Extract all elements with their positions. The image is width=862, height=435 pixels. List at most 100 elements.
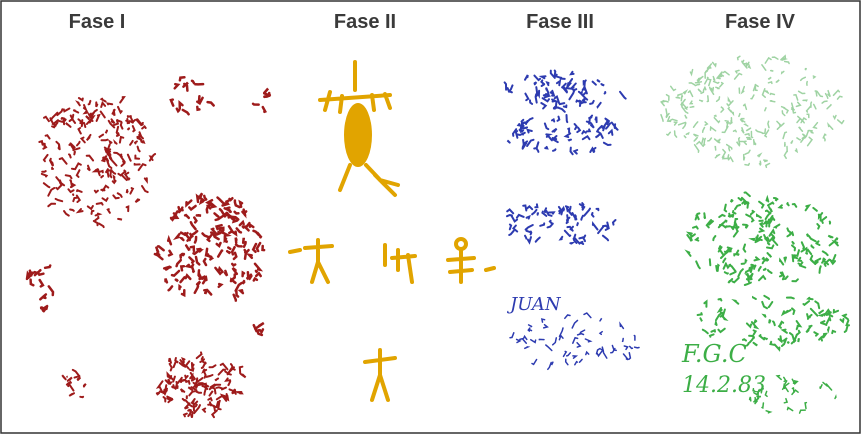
glyph-mark	[784, 107, 789, 114]
glyph-mark	[205, 204, 210, 214]
glyph-mark	[743, 281, 752, 286]
glyph-mark	[555, 78, 562, 87]
glyph-mark	[744, 132, 750, 137]
glyph-mark	[193, 285, 200, 295]
glyph-mark	[135, 118, 144, 127]
glyph-mark	[100, 155, 108, 163]
glyph-mark	[254, 269, 259, 274]
glyph-mark	[100, 100, 107, 108]
glyph-mark	[744, 258, 748, 264]
glyph-mark	[169, 98, 175, 107]
glyph-mark	[183, 82, 189, 92]
glyph-mark	[802, 99, 808, 102]
glyph-mark	[700, 89, 705, 95]
glyph-mark	[526, 128, 533, 134]
glyph-mark	[745, 322, 753, 329]
glyph-mark	[791, 387, 795, 393]
glyph-mark	[680, 94, 684, 102]
glyph-mark	[680, 102, 687, 108]
glyph-mark	[583, 312, 592, 319]
glyph-mark	[557, 205, 564, 216]
glyph-mark	[190, 411, 194, 418]
glyph-mark	[782, 131, 788, 140]
glyph-mark	[718, 224, 727, 229]
glyph-mark	[228, 196, 234, 202]
glyph-mark	[141, 185, 149, 194]
glyph-mark	[105, 148, 112, 156]
glyph-mark	[600, 83, 605, 87]
glyph-mark	[534, 236, 541, 243]
glyph-mark	[251, 242, 258, 254]
glyph-mark	[112, 174, 116, 182]
glyph-mark	[834, 394, 837, 400]
glyph-mark	[766, 252, 773, 258]
glyph-mark	[549, 69, 556, 79]
glyph-mark	[783, 376, 787, 383]
glyph-mark	[597, 130, 604, 139]
glyph-mark	[730, 116, 733, 124]
glyph-mark	[232, 293, 238, 302]
glyph-mark	[540, 318, 546, 323]
glyph-mark	[745, 213, 752, 218]
glyph-mark	[210, 409, 218, 419]
glyph-mark	[769, 100, 776, 103]
glyph-mark	[115, 118, 123, 123]
glyph-mark	[533, 81, 538, 86]
glyph-mark	[183, 402, 191, 410]
glyph-mark	[762, 267, 767, 271]
glyph-mark	[229, 363, 235, 370]
glyph-mark	[213, 212, 220, 219]
glyph-mark	[244, 221, 251, 232]
glyph-mark	[797, 261, 804, 266]
glyph-mark	[798, 264, 807, 269]
glyph-mark	[57, 144, 61, 151]
glyph-mark	[595, 207, 600, 212]
glyph-mark	[87, 99, 92, 106]
glyph-mark	[748, 334, 755, 339]
glyph-mark	[579, 329, 586, 335]
glyph-mark	[715, 96, 721, 103]
glyph-mark	[725, 143, 733, 150]
glyph-mark	[65, 382, 70, 386]
glyph-mark	[723, 271, 729, 275]
glyph-mark	[232, 251, 238, 261]
glyph-mark	[721, 155, 729, 160]
glyph-mark	[234, 203, 241, 209]
glyph-mark	[47, 202, 57, 208]
glyph-mark	[238, 219, 245, 227]
glyph-mark	[243, 248, 250, 255]
glyph-mark	[573, 233, 580, 243]
glyph-mark	[761, 256, 769, 262]
glyph-mark	[719, 71, 725, 77]
glyph-mark	[731, 209, 737, 215]
glyph-mark	[580, 92, 589, 101]
glyph-mark	[799, 76, 807, 82]
glyph-mark	[660, 99, 665, 107]
glyph-mark	[767, 80, 773, 85]
glyph-mark	[693, 133, 699, 137]
glyph-mark	[195, 351, 203, 360]
glyph-mark	[761, 64, 767, 72]
glyph-mark	[190, 79, 196, 85]
glyph-mark	[721, 315, 729, 321]
glyph-mark	[184, 263, 193, 269]
glyph-mark	[215, 400, 220, 409]
glyph-mark	[174, 278, 179, 283]
glyph-mark	[710, 86, 715, 93]
glyph-mark	[843, 325, 849, 333]
glyph-mark	[745, 272, 754, 281]
glyph-mark	[85, 115, 90, 120]
glyph-mark	[162, 388, 168, 395]
glyph-mark	[806, 296, 814, 301]
glyph-mark	[666, 131, 672, 137]
glyph-mark	[804, 401, 808, 410]
glyph-mark	[628, 351, 632, 361]
glyph-mark	[757, 152, 763, 158]
glyph-mark	[737, 137, 741, 142]
glyph-mark	[158, 385, 165, 394]
glyph-mark	[167, 285, 174, 292]
glyph-mark	[175, 107, 181, 114]
glyph-mark	[791, 278, 799, 283]
